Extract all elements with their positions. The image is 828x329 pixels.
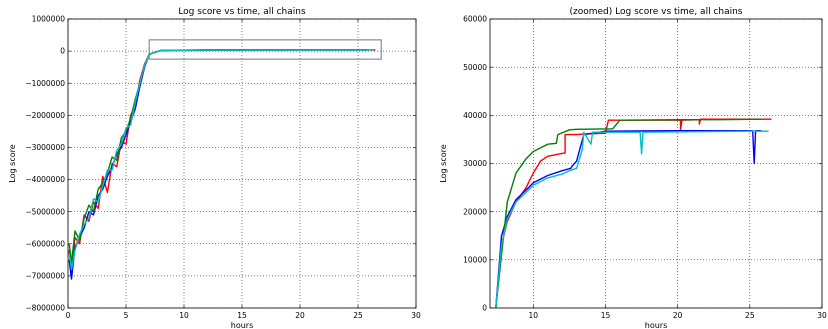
x-tick-label: 10 [179,311,189,320]
plot-frame [489,18,823,309]
y-tick-label: −7000000 [25,271,65,280]
y-tick-label: 0 [60,47,65,56]
chart-left: 0 5 10 15 20 25 30 −8000000 −7000000 −6000000 −500… [8,7,421,329]
y-tick-label: −5000000 [25,207,65,216]
grid [67,18,417,309]
series-line-3 [68,49,374,271]
series-line-0 [495,118,772,308]
x-tick-label: 15 [237,311,247,320]
series-line-2 [68,49,368,264]
y-tick-label: −6000000 [25,239,65,248]
y-tick-label: 20000 [463,207,487,216]
y-tick-label: 0 [482,304,487,313]
x-tick-label: 15 [601,311,611,320]
x-tick-label: 30 [817,311,827,320]
y-tick-label: −2000000 [25,111,65,120]
series-line-3 [495,130,769,308]
y-tick-label: 50000 [463,63,487,72]
plot-frame [67,18,417,309]
chart-title: (zoomed) Log score vs time, all chains [570,7,743,17]
y-tick-label: −1000000 [25,79,65,88]
y-tick-label: −4000000 [25,175,65,184]
x-tick-label: 20 [673,311,683,320]
y-tick-label: 40000 [463,111,487,120]
y-tick-label: 10000 [463,255,487,264]
zoom-region-box [148,39,382,60]
x-tick-label: 0 [66,311,71,320]
y-axis-label: Log score [8,144,17,182]
x-tick-label: 25 [745,311,755,320]
y-tick-label: −3000000 [25,143,65,152]
chart-right: 10 15 20 25 30 0 10000 20000 30000 40000 50000 6000… [439,7,827,329]
x-tick-label: 20 [295,311,305,320]
x-tick-label: 5 [124,311,129,320]
series-line-1 [495,130,762,308]
y-tick-label: −8000000 [25,304,65,313]
x-axis-label: hours [231,321,254,329]
y-tick-label: 60000 [463,15,487,24]
chart-title: Log score vs time, all chains [178,7,306,17]
series-group [68,49,376,280]
x-axis-label: hours [645,321,668,329]
y-axis-label: Log score [439,144,448,182]
y-tick-label: 1000000 [32,15,66,24]
series-group [495,118,772,308]
series-line-2 [495,118,762,308]
x-tick-label: 10 [529,311,539,320]
y-tick-label: 30000 [463,159,487,168]
x-tick-label: 30 [411,311,421,320]
x-tick-label: 25 [353,311,363,320]
